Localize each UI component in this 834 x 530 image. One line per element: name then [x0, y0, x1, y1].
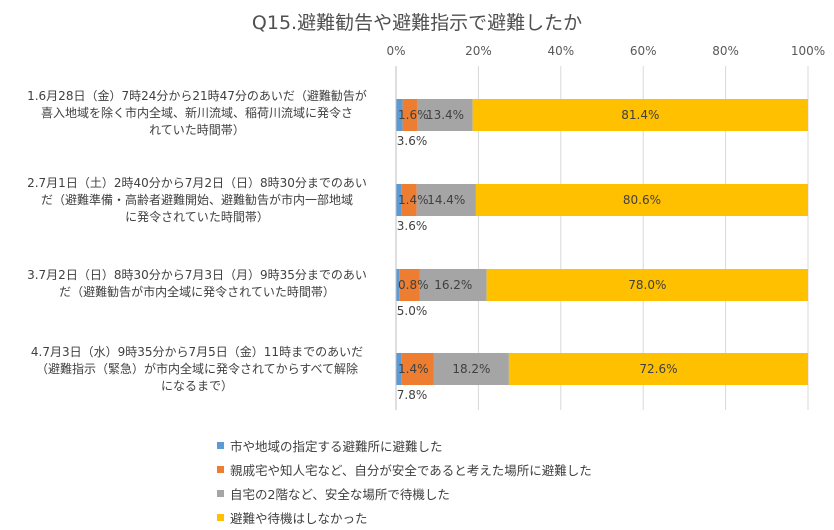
bar-segment — [472, 99, 808, 131]
data-label: 0.8% — [398, 278, 429, 292]
bar-segment — [396, 99, 403, 131]
category-label-line: に発令されていた時間帯） — [125, 210, 269, 224]
x-tick-label: 80% — [712, 44, 739, 58]
bar-segment — [401, 353, 434, 385]
legend-label: 避難や待機はしなかった — [230, 510, 368, 526]
x-tick-label: 100% — [791, 44, 825, 58]
chart-plot-area: 0% 20% 40% 60% 80% 100% 1.6% 3.6% 13.4% 81.4% 1.4%… — [386, 44, 825, 410]
legend-item: 自宅の2階など、安全な場所で待機した — [217, 481, 592, 505]
category-label: 1.6月28日（金）7時24分から21時47分のあいだ（避難勧告が 喜入地域を除… — [4, 88, 390, 139]
bar-segment — [401, 184, 417, 216]
data-label: 18.2% — [452, 362, 490, 376]
legend-item: 親戚宅や知人宅など、自分が安全であると考えた場所に避難した — [217, 457, 592, 481]
category-label-line: だ（避難準備・高齢者避難開始、避難勧告が市内一部地域 — [40, 193, 353, 207]
legend-item: 避難や待機はしなかった — [217, 505, 592, 529]
bar-segment — [419, 269, 487, 301]
legend-swatch — [217, 465, 224, 473]
legend-swatch — [217, 489, 224, 497]
bar-segment — [396, 184, 402, 216]
data-label: 1.4% — [398, 193, 429, 207]
data-label: 1.4% — [398, 362, 429, 376]
bar-segment — [508, 353, 808, 385]
x-tick-label: 20% — [465, 44, 492, 58]
legend-item: 市や地域の指定する避難所に避難した — [217, 433, 592, 457]
category-label-line: 1.6月28日（金）7時24分から21時47分のあいだ（避難勧告が — [27, 89, 367, 103]
data-label: 5.0% — [397, 304, 428, 318]
category-label-line: れていた時間帯） — [149, 123, 245, 137]
bar-segment — [402, 99, 418, 131]
data-label: 14.4% — [427, 193, 465, 207]
chart-title: Q15.避難勧告や避難指示で避難したか — [251, 12, 583, 34]
category-label-line: 3.7月2日（日）8時30分から7月3日（月）9時35分までのあい — [27, 268, 367, 282]
category-label-line: になるまで） — [160, 379, 233, 393]
category-label-line: （避難指示（緊急）が市内全域に発令されてからすべて解除 — [35, 362, 359, 376]
bar-segment — [475, 184, 808, 216]
data-label: 3.6% — [397, 219, 428, 233]
category-label: 3.7月2日（日）8時30分から7月3日（月）9時35分までのあい だ（避難勧告… — [4, 267, 390, 301]
data-label: 16.2% — [434, 278, 472, 292]
data-label: 81.4% — [621, 108, 659, 122]
category-label-line: 喜入地域を除く市内全域、新川流域、稲荷川流域に発令さ — [40, 106, 353, 120]
data-label: 3.6% — [397, 134, 428, 148]
bar-segment — [396, 353, 402, 385]
category-label-line: だ（避難勧告が市内全域に発令されていた時間帯） — [59, 285, 335, 299]
data-label: 72.6% — [639, 362, 677, 376]
x-tick-label: 0% — [386, 44, 405, 58]
data-label: 78.0% — [628, 278, 666, 292]
category-label-line: 2.7月1日（土）2時40分から7月2日（日）8時30分までのあい — [27, 176, 367, 190]
legend-swatch — [217, 513, 224, 521]
legend-label: 自宅の2階など、安全な場所で待機した — [230, 486, 450, 502]
category-label: 4.7月3日（水）9時35分から7月5日（金）11時までのあいだ （避難指示（緊… — [4, 344, 390, 395]
bar-segment — [433, 353, 509, 385]
x-tick-label: 60% — [630, 44, 657, 58]
legend: 市や地域の指定する避難所に避難した 親戚宅や知人宅など、自分が安全であると考えた… — [217, 433, 592, 529]
data-label: 1.6% — [398, 108, 429, 122]
data-label: 7.8% — [397, 388, 428, 402]
legend-label: 市や地域の指定する避難所に避難した — [230, 438, 443, 454]
bar-segment — [417, 99, 473, 131]
bar-segment — [399, 269, 420, 301]
data-label: 80.6% — [623, 193, 661, 207]
bar-segment — [416, 184, 476, 216]
bar-segment — [486, 269, 808, 301]
legend-label: 親戚宅や知人宅など、自分が安全であると考えた場所に避難した — [230, 462, 592, 478]
bar-segment — [396, 269, 400, 301]
legend-swatch — [217, 441, 224, 449]
x-tick-label: 40% — [547, 44, 574, 58]
category-label-line: 4.7月3日（水）9時35分から7月5日（金）11時までのあいだ — [30, 345, 364, 359]
data-label: 13.4% — [426, 108, 464, 122]
category-label: 2.7月1日（土）2時40分から7月2日（日）8時30分までのあい だ（避難準備… — [4, 175, 390, 226]
